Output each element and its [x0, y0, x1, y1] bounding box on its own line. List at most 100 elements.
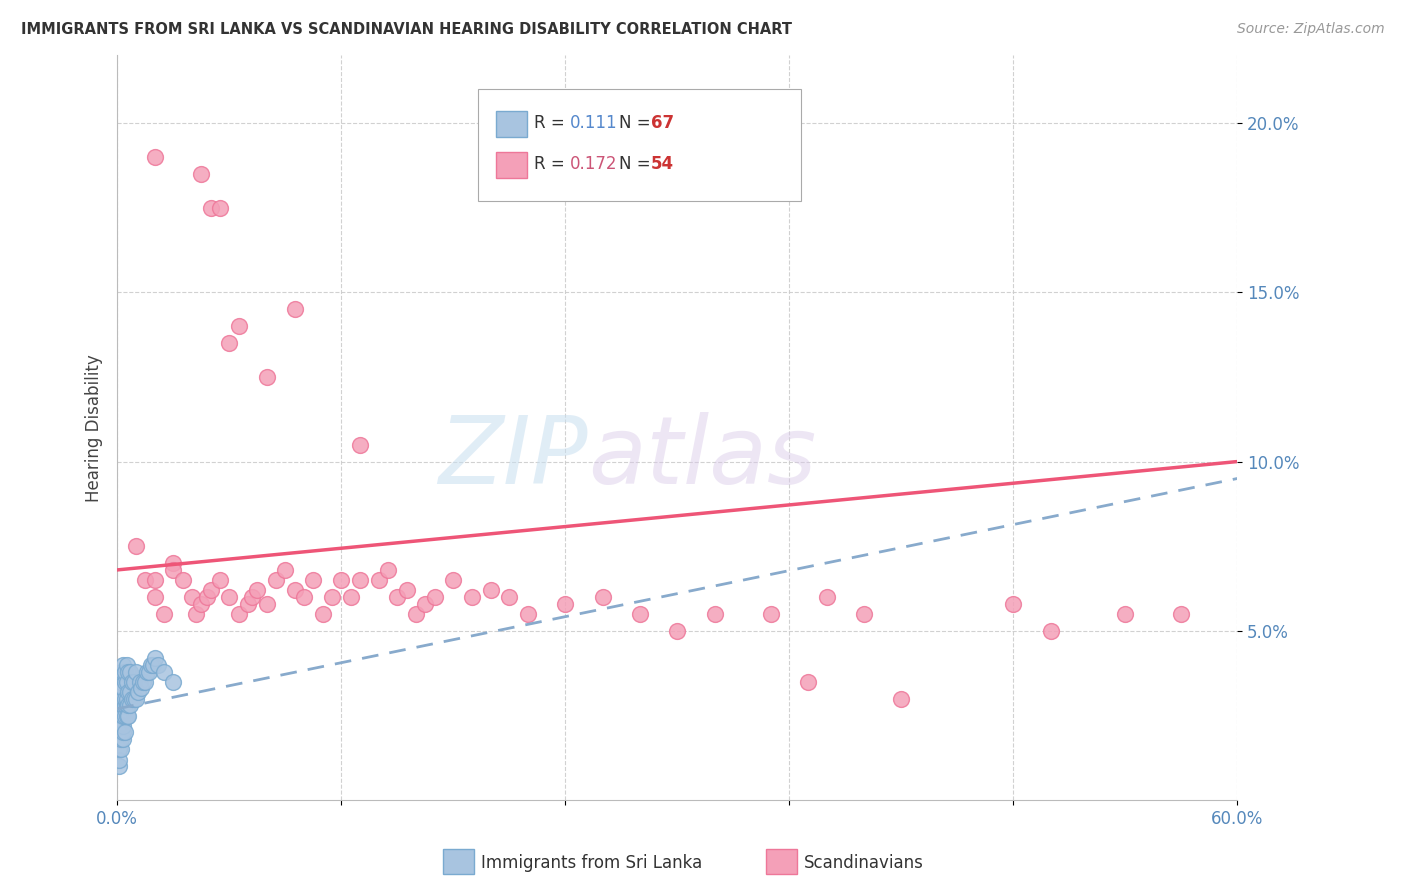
Point	[367, 573, 389, 587]
Point	[218, 336, 240, 351]
Point	[283, 302, 305, 317]
Point	[111, 681, 134, 696]
Point	[114, 674, 136, 689]
Text: 54: 54	[651, 155, 673, 173]
Point	[184, 607, 207, 621]
Point	[283, 583, 305, 598]
Point	[479, 583, 502, 598]
Point	[441, 573, 464, 587]
Point	[122, 674, 145, 689]
Point	[111, 732, 134, 747]
Text: 0.111: 0.111	[569, 114, 617, 132]
Point	[1002, 597, 1025, 611]
Point	[117, 708, 139, 723]
Point	[131, 681, 153, 696]
Point	[228, 319, 250, 334]
Point	[162, 556, 184, 570]
Point	[311, 607, 333, 621]
Point	[125, 691, 148, 706]
Point	[108, 759, 131, 773]
Point	[111, 665, 134, 679]
Point	[139, 657, 162, 672]
Point	[200, 583, 222, 598]
Point	[256, 597, 278, 611]
Point	[125, 665, 148, 679]
Text: R =: R =	[534, 155, 571, 173]
Point	[264, 573, 287, 587]
Point	[110, 742, 132, 756]
Point	[110, 674, 132, 689]
Point	[108, 725, 131, 739]
Point	[108, 698, 131, 713]
Point	[162, 674, 184, 689]
Point	[190, 597, 212, 611]
Point	[111, 657, 134, 672]
Point	[666, 624, 689, 638]
Point	[121, 674, 143, 689]
Point	[423, 590, 446, 604]
Point	[208, 201, 231, 215]
Point	[111, 708, 134, 723]
Point	[134, 573, 156, 587]
Point	[180, 590, 202, 604]
Point	[195, 590, 218, 604]
Point	[1039, 624, 1062, 638]
Point	[111, 725, 134, 739]
Point	[172, 573, 194, 587]
Point	[890, 691, 912, 706]
Text: Scandinavians: Scandinavians	[804, 854, 924, 871]
Text: atlas: atlas	[588, 412, 815, 503]
Point	[110, 719, 132, 733]
Point	[117, 685, 139, 699]
Point	[302, 573, 325, 587]
Point	[256, 370, 278, 384]
Point	[321, 590, 343, 604]
Point	[330, 573, 353, 587]
Point	[143, 150, 166, 164]
Point	[240, 590, 263, 604]
Point	[108, 708, 131, 723]
Point	[1170, 607, 1192, 621]
Point	[117, 698, 139, 713]
Point	[413, 597, 436, 611]
Point	[377, 563, 399, 577]
Point	[208, 573, 231, 587]
Point	[120, 665, 142, 679]
Point	[592, 590, 614, 604]
Point	[153, 607, 176, 621]
Point	[115, 674, 138, 689]
Point	[110, 725, 132, 739]
Point	[115, 708, 138, 723]
Point	[853, 607, 876, 621]
Point	[246, 583, 269, 598]
Point	[114, 698, 136, 713]
Point	[143, 573, 166, 587]
Point	[387, 590, 409, 604]
Point	[108, 719, 131, 733]
Point	[218, 590, 240, 604]
Point	[138, 665, 160, 679]
Point	[395, 583, 418, 598]
Point	[110, 708, 132, 723]
Point	[128, 674, 150, 689]
Point	[498, 590, 520, 604]
Text: ZIP: ZIP	[439, 412, 588, 503]
Point	[703, 607, 725, 621]
Point	[815, 590, 838, 604]
Point	[127, 685, 149, 699]
Point	[143, 590, 166, 604]
Point	[516, 607, 538, 621]
Text: IMMIGRANTS FROM SRI LANKA VS SCANDINAVIAN HEARING DISABILITY CORRELATION CHART: IMMIGRANTS FROM SRI LANKA VS SCANDINAVIA…	[21, 22, 792, 37]
Point	[114, 665, 136, 679]
Point	[110, 698, 132, 713]
Point	[110, 665, 132, 679]
Point	[108, 742, 131, 756]
Text: Source: ZipAtlas.com: Source: ZipAtlas.com	[1237, 22, 1385, 37]
Point	[228, 607, 250, 621]
Point	[120, 698, 142, 713]
Point	[274, 563, 297, 577]
Point	[461, 590, 484, 604]
Point	[114, 708, 136, 723]
Point	[797, 674, 820, 689]
Point	[554, 597, 576, 611]
